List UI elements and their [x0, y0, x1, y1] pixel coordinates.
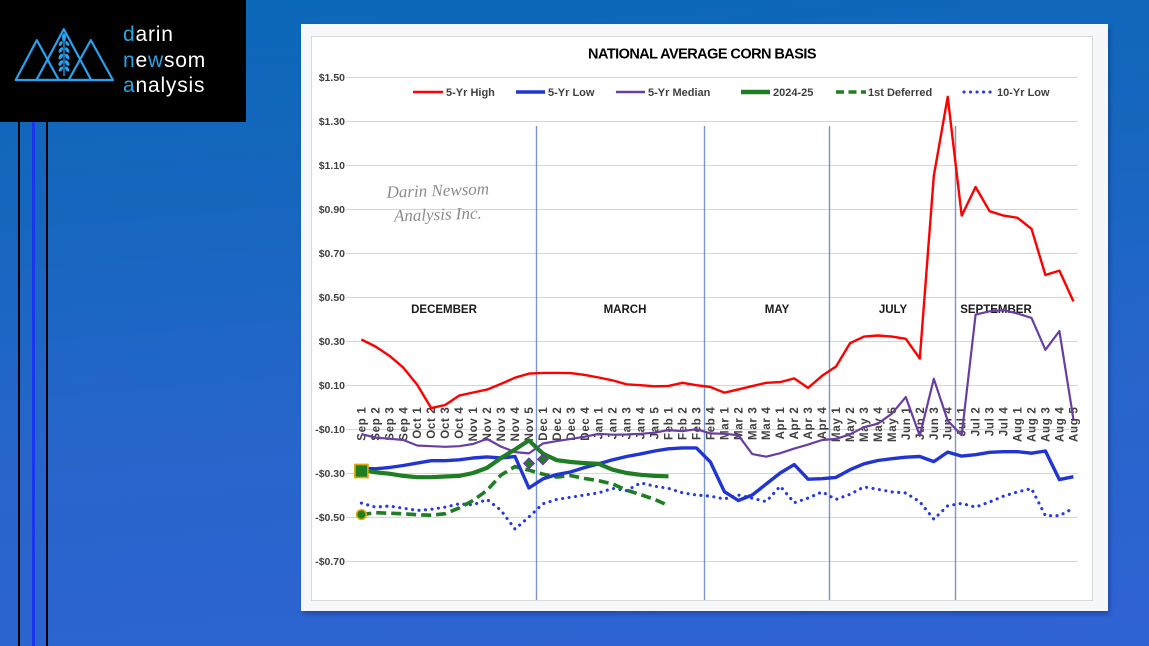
- svg-text:Jun 1: Jun 1: [901, 407, 913, 441]
- svg-text:-$0.70: -$0.70: [315, 556, 345, 568]
- svg-text:Feb 2: Feb 2: [678, 407, 690, 441]
- svg-text:$0.70: $0.70: [319, 248, 345, 260]
- svg-text:Aug 5: Aug 5: [1068, 407, 1080, 442]
- svg-text:-$0.30: -$0.30: [315, 468, 345, 480]
- svg-text:Apr 4: Apr 4: [817, 407, 829, 440]
- svg-text:Apr 1: Apr 1: [775, 407, 787, 440]
- svg-text:Mar 2: Mar 2: [733, 407, 745, 441]
- svg-text:Nov 1: Nov 1: [468, 407, 480, 442]
- svg-text:MAY: MAY: [765, 304, 790, 316]
- svg-text:Sep 1: Sep 1: [356, 407, 368, 441]
- svg-text:Dec 1: Dec 1: [538, 407, 550, 441]
- svg-text:5-Yr Low: 5-Yr Low: [548, 87, 595, 99]
- svg-text:5-Yr Median: 5-Yr Median: [648, 87, 711, 99]
- svg-text:DECEMBER: DECEMBER: [411, 304, 478, 316]
- svg-text:Oct 1: Oct 1: [412, 407, 424, 439]
- svg-text:$1.10: $1.10: [319, 160, 345, 172]
- svg-text:JULY: JULY: [879, 304, 908, 316]
- svg-text:Analysis Inc.: Analysis Inc.: [393, 203, 482, 225]
- svg-text:Jan 2: Jan 2: [608, 407, 620, 440]
- svg-text:Dec 4: Dec 4: [580, 407, 592, 441]
- svg-text:Jul 3: Jul 3: [985, 407, 997, 437]
- svg-text:Nov 4: Nov 4: [510, 407, 522, 442]
- svg-text:May 2: May 2: [845, 407, 857, 442]
- svg-text:May 3: May 3: [859, 407, 871, 442]
- svg-text:$1.30: $1.30: [319, 116, 345, 128]
- svg-text:Sep 4: Sep 4: [398, 407, 410, 441]
- svg-text:NATIONAL AVERAGE CORN BASIS: NATIONAL AVERAGE CORN BASIS: [588, 47, 817, 63]
- svg-text:$0.10: $0.10: [319, 380, 345, 392]
- svg-text:Mar 3: Mar 3: [747, 407, 759, 441]
- svg-text:5-Yr High: 5-Yr High: [446, 87, 495, 99]
- svg-text:Jun 3: Jun 3: [929, 407, 941, 441]
- svg-text:Aug 2: Aug 2: [1027, 407, 1039, 442]
- svg-text:Darin Newsom: Darin Newsom: [385, 179, 489, 202]
- svg-text:Jan 4: Jan 4: [636, 407, 648, 440]
- svg-text:Oct 3: Oct 3: [440, 407, 452, 439]
- svg-text:Jan 3: Jan 3: [622, 407, 634, 440]
- svg-text:Jan 1: Jan 1: [594, 407, 606, 440]
- svg-text:Sep 2: Sep 2: [370, 407, 382, 441]
- svg-text:Nov 5: Nov 5: [524, 407, 536, 442]
- svg-text:1st Deferred: 1st Deferred: [868, 87, 932, 99]
- svg-text:Nov 3: Nov 3: [496, 407, 508, 442]
- svg-text:Mar 1: Mar 1: [719, 407, 731, 441]
- svg-text:Jan 5: Jan 5: [650, 407, 662, 440]
- svg-text:Feb 1: Feb 1: [664, 407, 676, 441]
- svg-text:Aug 3: Aug 3: [1040, 407, 1052, 442]
- svg-text:$0.90: $0.90: [319, 204, 345, 216]
- svg-text:-$0.10: -$0.10: [315, 424, 345, 436]
- svg-text:Feb 4: Feb 4: [705, 407, 717, 441]
- svg-text:Aug 4: Aug 4: [1054, 407, 1066, 442]
- svg-text:$0.50: $0.50: [319, 292, 345, 304]
- svg-text:Mar 4: Mar 4: [761, 407, 773, 441]
- svg-text:Apr 2: Apr 2: [789, 407, 801, 440]
- svg-text:Aug 1: Aug 1: [1013, 407, 1025, 442]
- svg-text:MARCH: MARCH: [604, 304, 647, 316]
- svg-text:Feb 3: Feb 3: [691, 407, 703, 441]
- svg-text:Jul 2: Jul 2: [971, 407, 983, 437]
- svg-text:Oct 2: Oct 2: [426, 407, 438, 439]
- svg-text:Dec 2: Dec 2: [552, 407, 564, 441]
- svg-text:Dec 3: Dec 3: [566, 407, 578, 441]
- svg-text:$1.50: $1.50: [319, 72, 345, 84]
- svg-text:May 1: May 1: [831, 407, 843, 442]
- svg-text:-$0.50: -$0.50: [315, 512, 345, 524]
- svg-text:10-Yr Low: 10-Yr Low: [997, 87, 1050, 99]
- svg-text:Sep 3: Sep 3: [384, 407, 396, 441]
- svg-text:Jul 4: Jul 4: [999, 407, 1011, 437]
- svg-text:Apr 3: Apr 3: [803, 407, 815, 440]
- svg-text:$0.30: $0.30: [319, 336, 345, 348]
- svg-text:Nov 2: Nov 2: [482, 407, 494, 442]
- svg-text:Oct 4: Oct 4: [454, 407, 466, 439]
- svg-text:2024-25: 2024-25: [773, 87, 813, 99]
